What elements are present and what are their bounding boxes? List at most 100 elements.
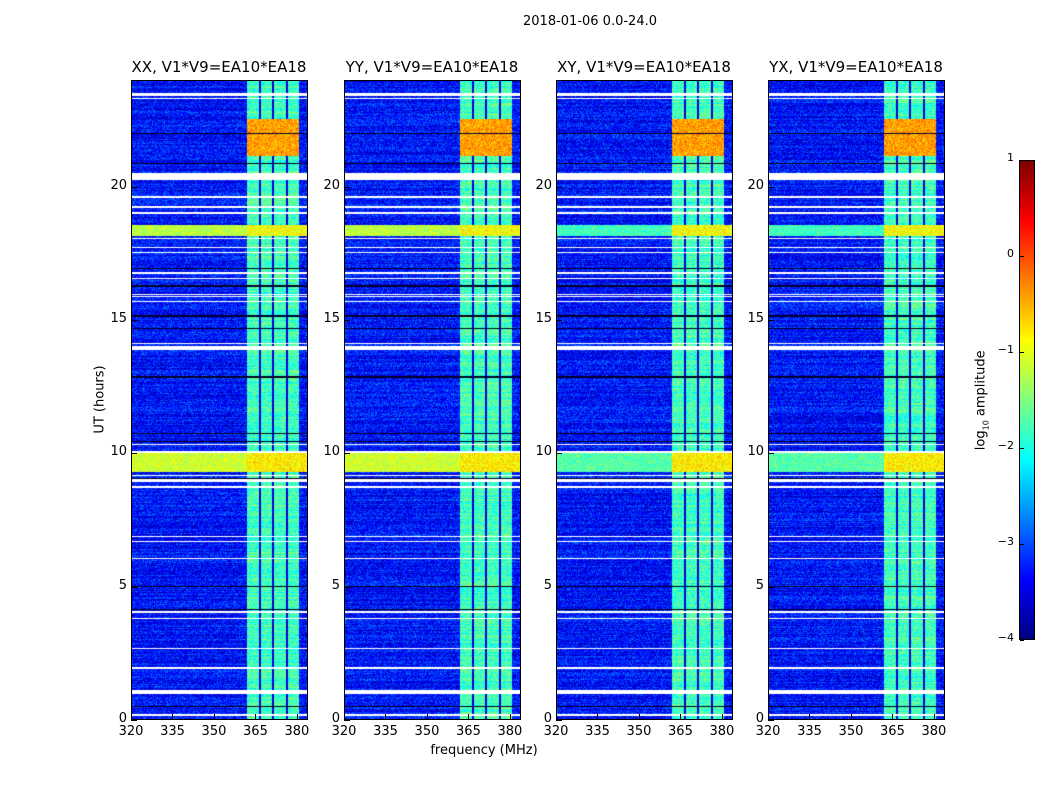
x-tick-mark: [638, 714, 640, 720]
y-tick-label: 10: [110, 444, 127, 460]
x-tick-mark: [933, 714, 935, 720]
y-tick-mark: [768, 586, 774, 588]
x-tick-mark: [892, 714, 894, 720]
x-tick-label: 335: [585, 724, 610, 739]
y-tick-mark: [344, 453, 350, 455]
y-tick-mark: [556, 720, 562, 721]
x-tick-mark: [850, 714, 852, 720]
x-tick-label: 320: [755, 724, 781, 739]
x-tick-label: 335: [373, 724, 398, 739]
x-tick-label: 320: [543, 724, 569, 739]
x-tick-label: 380: [709, 724, 735, 739]
x-tick-label: 365: [456, 724, 481, 739]
x-tick-label: 350: [414, 724, 440, 739]
y-tick-label: 10: [747, 444, 764, 460]
y-tick-mark: [344, 586, 350, 588]
y-tick-mark: [131, 586, 137, 588]
x-tick-label: 365: [668, 724, 693, 739]
y-tick-label: 10: [323, 444, 340, 460]
heatmap-panel-1: [344, 80, 521, 720]
heatmap-image: [557, 81, 732, 719]
y-tick-label: 15: [110, 311, 127, 326]
x-tick-mark: [131, 714, 132, 720]
y-tick-mark: [556, 586, 562, 588]
y-tick-mark: [556, 186, 562, 188]
y-tick-mark: [768, 320, 774, 321]
x-tick-label: 335: [797, 724, 822, 739]
y-tick-label: 20: [110, 177, 127, 193]
x-tick-label: 350: [201, 724, 227, 739]
y-tick-mark: [131, 320, 137, 321]
x-tick-mark: [385, 714, 387, 720]
x-tick-mark: [468, 714, 470, 720]
y-tick-label: 15: [535, 311, 552, 326]
x-tick-label: 335: [160, 724, 185, 739]
x-tick-mark: [768, 714, 769, 720]
heatmap-image: [769, 81, 944, 719]
x-tick-label: 380: [284, 724, 310, 739]
y-tick-label: 5: [331, 577, 340, 593]
y-tick-label: 5: [755, 577, 764, 593]
y-tick-mark: [344, 320, 350, 321]
heatmap-panel-0: [131, 80, 308, 720]
panel-title: YX, V1*V9=EA10*EA18: [769, 58, 943, 76]
heatmap-image: [345, 81, 520, 719]
y-tick-mark: [344, 186, 350, 188]
y-tick-label: 20: [747, 177, 764, 193]
y-tick-label: 20: [535, 177, 552, 193]
colorbar-tick-label: 0: [1007, 247, 1014, 260]
heatmap-image: [132, 81, 307, 719]
y-tick-label: 10: [535, 444, 552, 460]
x-tick-label: 320: [331, 724, 357, 739]
y-tick-mark: [131, 186, 137, 188]
x-tick-label: 365: [243, 724, 268, 739]
x-tick-label: 380: [921, 724, 947, 739]
y-tick-label: 0: [331, 711, 340, 726]
colorbar-tick-mark: [1020, 448, 1024, 449]
x-tick-mark: [680, 714, 682, 720]
x-tick-mark: [213, 714, 215, 720]
colorbar-tick-label: −3: [997, 535, 1014, 548]
figure-title: 2018-01-06 0.0-24.0: [523, 14, 657, 29]
x-tick-mark: [172, 714, 174, 720]
y-tick-mark: [556, 320, 562, 321]
panel-title: XX, V1*V9=EA10*EA18: [131, 58, 307, 76]
y-tick-label: 5: [118, 577, 127, 593]
x-tick-label: 320: [118, 724, 144, 739]
x-tick-mark: [597, 714, 599, 720]
x-tick-mark: [344, 714, 345, 720]
panel-title: XY, V1*V9=EA10*EA18: [557, 58, 731, 76]
y-tick-label: 20: [323, 177, 340, 193]
x-tick-label: 365: [880, 724, 905, 739]
y-tick-mark: [768, 186, 774, 188]
x-tick-mark: [556, 714, 557, 720]
colorbar-tick-label: −1: [997, 343, 1014, 356]
x-tick-mark: [426, 714, 428, 720]
x-tick-mark: [296, 714, 298, 720]
y-tick-label: 0: [755, 711, 764, 726]
y-tick-mark: [131, 453, 137, 455]
y-tick-label: 0: [118, 711, 127, 726]
heatmap-panel-3: [768, 80, 945, 720]
y-tick-mark: [131, 720, 137, 721]
x-tick-mark: [255, 714, 257, 720]
heatmap-panel-2: [556, 80, 733, 720]
x-tick-label: 350: [838, 724, 864, 739]
colorbar-tick-label: −2: [997, 439, 1014, 452]
colorbar-tick-label: −4: [997, 631, 1014, 644]
colorbar-tick-mark: [1020, 640, 1024, 641]
y-tick-mark: [768, 453, 774, 455]
y-tick-mark: [556, 453, 562, 455]
y-tick-mark: [768, 720, 774, 721]
x-tick-label: 350: [626, 724, 652, 739]
y-tick-label: 15: [323, 311, 340, 326]
x-tick-mark: [721, 714, 723, 720]
x-axis-label: frequency (MHz): [430, 743, 538, 758]
x-tick-mark: [809, 714, 811, 720]
y-tick-label: 15: [747, 311, 764, 326]
y-tick-mark: [344, 720, 350, 721]
y-tick-label: 5: [543, 577, 552, 593]
colorbar-tick-mark: [1020, 544, 1024, 545]
y-tick-label: 0: [543, 711, 552, 726]
